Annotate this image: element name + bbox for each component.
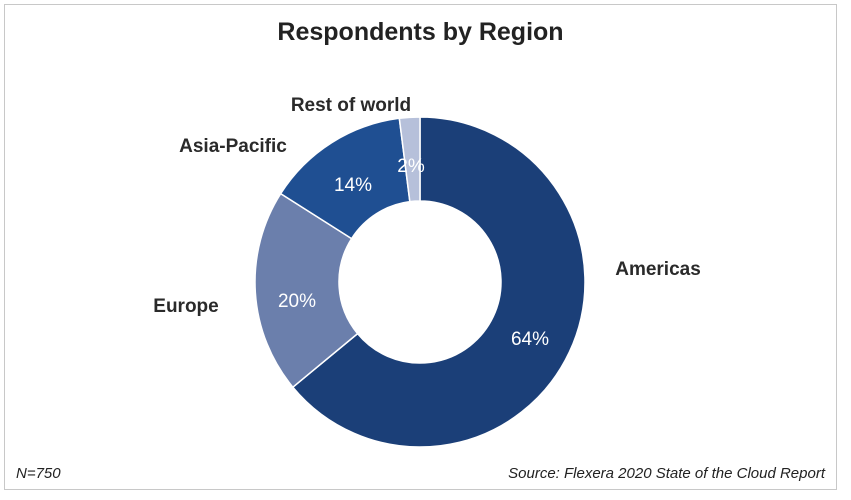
value-label-rest-of-world: 2% [397,156,425,177]
chart-title: Respondents by Region [277,18,564,46]
category-label-rest-of-world: Rest of world [291,95,411,116]
category-label-europe: Europe [153,296,218,317]
value-label-asia-pacific: 14% [334,175,372,196]
slice-europe [254,192,359,389]
slice-rest-of-world [398,116,421,203]
sample-size-note: N=750 [16,465,61,482]
value-label-europe: 20% [278,291,316,312]
category-label-americas: Americas [615,259,701,280]
category-label-asia-pacific: Asia-Pacific [179,136,287,157]
value-label-americas: 64% [511,329,549,350]
slice-americas [291,116,586,448]
source-note: Source: Flexera 2020 State of the Cloud … [508,465,825,482]
